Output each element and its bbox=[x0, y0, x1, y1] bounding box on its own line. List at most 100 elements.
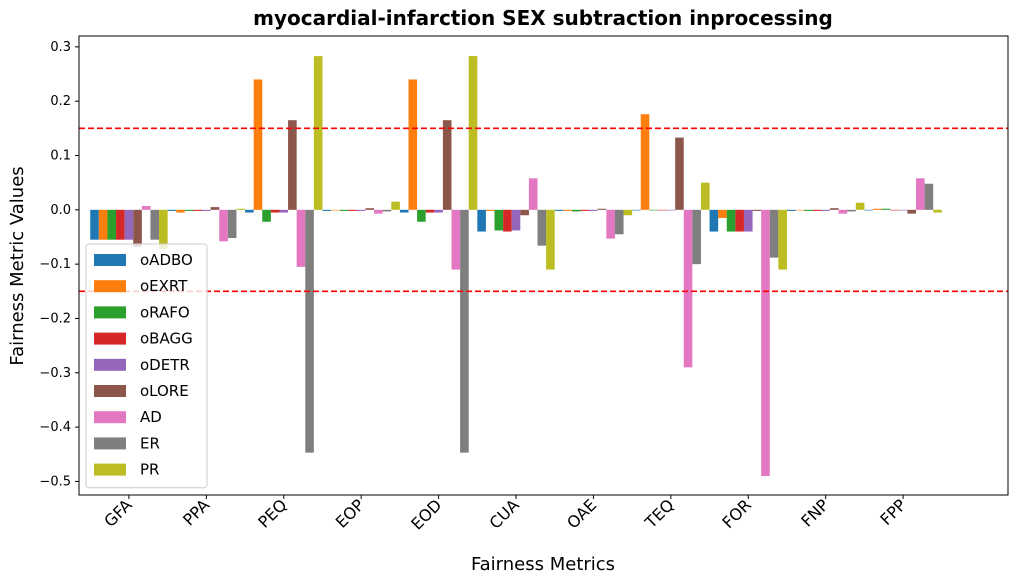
bar-oEXRT-FOR bbox=[718, 209, 727, 218]
y-axis-label: Fairness Metric Values bbox=[7, 166, 28, 365]
bar-ER-GFA bbox=[150, 209, 160, 240]
legend-label-oRAFO: oRAFO bbox=[140, 303, 190, 321]
bar-oBAGG-CUA bbox=[503, 209, 512, 232]
bar-oDETR-FOR bbox=[743, 209, 753, 232]
legend: oADBO oEXRT oRAFO oBAGG oDETR oLORE AD ER PR bbox=[85, 243, 208, 489]
bar-PR-FNP bbox=[855, 202, 865, 210]
bar-oRAFO-FOR bbox=[726, 209, 736, 232]
bar-oBAGG-EOD bbox=[425, 209, 435, 213]
x-tick-label: PEQ bbox=[254, 495, 290, 531]
legend-swatch-oBAGG bbox=[94, 332, 126, 345]
bar-AD-FOR bbox=[761, 209, 770, 476]
legend-swatch-oDETR bbox=[94, 358, 126, 371]
bar-oEXRT-EOP bbox=[331, 209, 340, 211]
x-tick-label: TEQ bbox=[641, 495, 678, 532]
bar-oLORE-EOD bbox=[442, 120, 452, 210]
bar-oRAFO-PPA bbox=[184, 209, 194, 211]
x-tick-label: EOD bbox=[407, 495, 445, 533]
y-tick-label: 0.3 bbox=[50, 40, 71, 55]
bar-oDETR-PEQ bbox=[279, 209, 289, 213]
bar-AD-OAE bbox=[606, 209, 615, 239]
bar-oLORE-FOR bbox=[752, 209, 762, 211]
bar-oBAGG-PEQ bbox=[270, 209, 280, 213]
bar-oBAGG-TEQ bbox=[657, 209, 667, 211]
legend-label-oDETR: oDETR bbox=[140, 356, 190, 374]
bar-oEXRT-FPP bbox=[872, 208, 882, 210]
bar-oADBO-EOP bbox=[322, 209, 332, 211]
y-tick-label: 0.1 bbox=[50, 149, 71, 164]
x-tick-label: OAE bbox=[563, 495, 600, 532]
y-tick-label: 0.0 bbox=[50, 203, 71, 218]
bar-ER-FNP bbox=[847, 209, 856, 212]
bar-oEXRT-CUA bbox=[485, 209, 495, 211]
bar-oLORE-FPP bbox=[907, 209, 916, 214]
bar-oEXRT-GFA bbox=[98, 209, 108, 240]
bar-AD-PPA bbox=[219, 209, 228, 242]
bar-oRAFO-FPP bbox=[881, 208, 891, 210]
legend-label-ER: ER bbox=[140, 434, 160, 452]
x-tick-label: FPP bbox=[876, 495, 910, 529]
bar-oDETR-FNP bbox=[821, 209, 830, 211]
bar-oLORE-OAE bbox=[597, 208, 607, 210]
bar-oDETR-GFA bbox=[124, 209, 134, 240]
bar-AD-PEQ bbox=[296, 209, 306, 267]
bar-oLORE-PPA bbox=[210, 207, 220, 210]
bar-oRAFO-PEQ bbox=[262, 209, 271, 222]
bar-ER-PEQ bbox=[305, 209, 314, 453]
legend-label-oEXRT: oEXRT bbox=[140, 277, 188, 295]
x-axis: GFA PPA PEQ EOP EOD CUA OAE TEQ FOR FNP FPP bbox=[100, 495, 910, 534]
bar-oBAGG-FNP bbox=[812, 209, 822, 211]
legend-label-PR: PR bbox=[140, 461, 159, 479]
bar-oADBO-FNP bbox=[786, 209, 796, 211]
y-tick-label: −0.4 bbox=[39, 420, 71, 435]
bar-oADBO-FOR bbox=[709, 209, 719, 232]
plot-frame bbox=[78, 35, 1009, 496]
bar-oBAGG-OAE bbox=[580, 209, 590, 211]
bar-oADBO-PPA bbox=[167, 209, 177, 211]
bar-oRAFO-FNP bbox=[804, 209, 813, 211]
legend-swatch-oADBO bbox=[94, 254, 126, 266]
bar-ER-CUA bbox=[537, 209, 547, 246]
bar-oLORE-CUA bbox=[520, 209, 529, 216]
bar-PR-EOP bbox=[391, 201, 400, 210]
bar-oRAFO-TEQ bbox=[649, 209, 658, 211]
x-tick-label: CUA bbox=[485, 495, 522, 532]
bar-PR-TEQ bbox=[700, 182, 710, 210]
legend-swatch-oRAFO bbox=[94, 306, 126, 319]
legend-label-oADBO: oADBO bbox=[140, 251, 193, 269]
bar-oLORE-TEQ bbox=[675, 137, 684, 210]
bar-oDETR-EOP bbox=[356, 209, 366, 211]
bar-PR-PEQ bbox=[313, 56, 323, 210]
bar-AD-GFA bbox=[141, 206, 151, 210]
bar-AD-EOP bbox=[374, 209, 383, 214]
bar-PR-CUA bbox=[546, 209, 555, 270]
bar-oRAFO-CUA bbox=[494, 209, 504, 231]
bar-oEXRT-PPA bbox=[176, 209, 185, 213]
legend-label-oLORE: oLORE bbox=[140, 382, 189, 400]
bar-PR-FOR bbox=[778, 209, 787, 270]
bar-ER-FPP bbox=[924, 183, 934, 210]
bar-oLORE-GFA bbox=[133, 209, 142, 247]
x-tick-label: GFA bbox=[100, 495, 135, 530]
bar-oLORE-PEQ bbox=[288, 120, 297, 210]
y-tick-label: −0.3 bbox=[39, 366, 71, 381]
y-tick-label: −0.5 bbox=[39, 474, 71, 489]
legend-box bbox=[85, 243, 208, 489]
bar-oDETR-OAE bbox=[589, 209, 598, 211]
y-tick-label: −0.2 bbox=[39, 311, 71, 326]
x-tick-label: EOP bbox=[332, 495, 369, 532]
legend-label-oBAGG: oBAGG bbox=[140, 330, 193, 348]
bar-ER-EOD bbox=[460, 209, 469, 453]
bar-oEXRT-TEQ bbox=[640, 114, 650, 210]
bar-PR-FPP bbox=[933, 209, 942, 213]
legend-swatch-ER bbox=[94, 437, 126, 450]
bar-ER-EOP bbox=[382, 209, 392, 212]
bar-oEXRT-OAE bbox=[563, 209, 572, 211]
bar-oRAFO-OAE bbox=[571, 209, 581, 212]
bar-oDETR-TEQ bbox=[666, 209, 676, 211]
bar-oDETR-EOD bbox=[434, 209, 443, 213]
bar-oADBO-OAE bbox=[554, 209, 564, 211]
bar-oBAGG-FPP bbox=[890, 209, 899, 211]
bar-PR-PPA bbox=[236, 208, 246, 210]
bar-oBAGG-PPA bbox=[193, 209, 203, 211]
